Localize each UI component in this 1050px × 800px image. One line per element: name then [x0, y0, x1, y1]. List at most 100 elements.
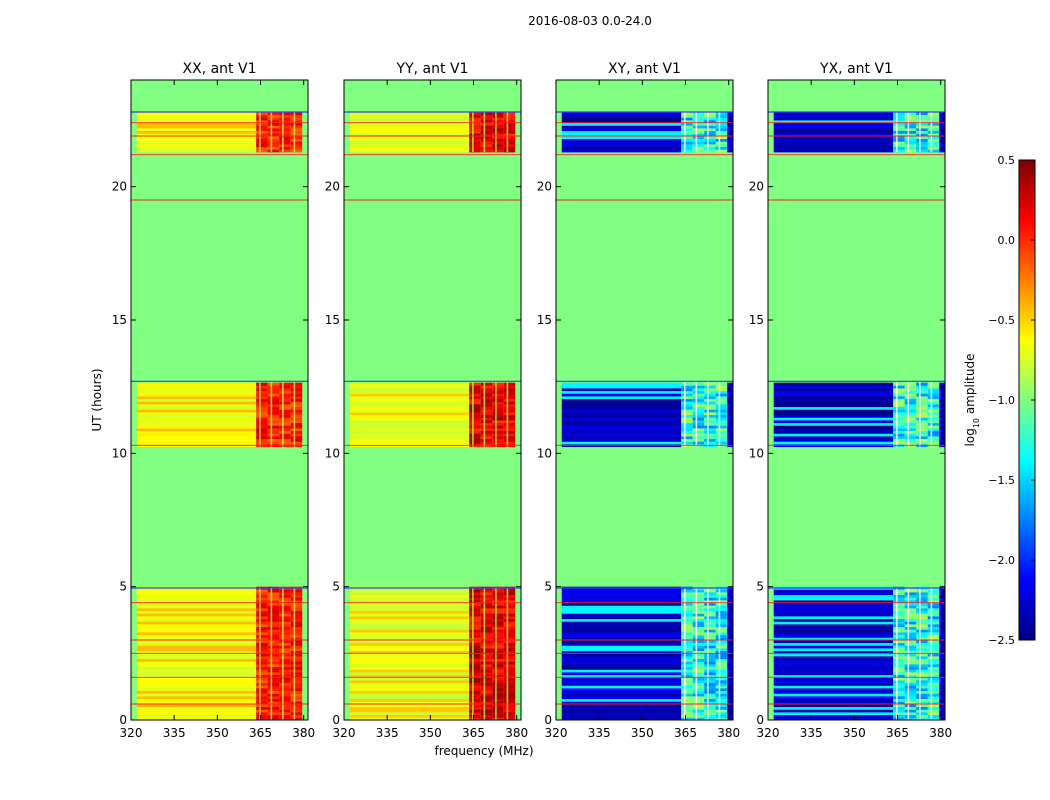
heatmap-cell: [349, 414, 470, 418]
heatmap-cell: [136, 396, 257, 400]
y-tick-label: 5: [544, 580, 552, 594]
x-tick-label: 335: [800, 726, 823, 740]
heatmap-cell: [256, 396, 268, 400]
heatmap-cell: [939, 661, 945, 665]
heatmap-cell: [349, 390, 470, 394]
heatmap-cell: [916, 112, 928, 116]
heatmap-cell: [136, 441, 257, 445]
heatmap-cell: [480, 438, 493, 442]
heatmap-cell: [480, 594, 493, 598]
heatmap-cell: [692, 441, 705, 445]
heatmap-cell: [349, 658, 470, 662]
heatmap-cell: [279, 714, 291, 718]
heatmap-cell: [773, 130, 894, 134]
flagged-channel-line: [259, 381, 261, 447]
heatmap-cell: [469, 682, 481, 686]
heatmap-cell: [349, 704, 470, 708]
heatmap-cell: [927, 624, 940, 628]
heatmap-cell: [503, 417, 516, 421]
colorbar-segment: [1019, 388, 1035, 393]
heatmap-cell: [704, 688, 716, 692]
heatmap-cell: [279, 149, 291, 153]
heatmap-cell: [561, 690, 682, 694]
heatmap-cell: [916, 685, 928, 689]
heatmap-cell: [256, 672, 268, 676]
heatmap-cell: [469, 632, 481, 636]
heatmap-cell: [256, 430, 268, 434]
heatmap-cell: [136, 634, 257, 638]
heatmap-cell: [927, 632, 940, 636]
heatmap-cell: [916, 648, 928, 652]
heatmap-cell: [727, 141, 733, 145]
heatmap-cell: [561, 125, 682, 129]
heatmap-cell: [939, 717, 945, 720]
heatmap-cell: [267, 704, 280, 708]
flagged-channel-line: [930, 381, 933, 447]
y-tick-label: 5: [756, 580, 764, 594]
colorbar-segment: [1019, 304, 1035, 309]
colorbar-segment: [1019, 500, 1035, 505]
heatmap-cell: [727, 602, 733, 606]
heatmap-cell: [681, 696, 693, 700]
heatmap-cell: [469, 433, 481, 437]
colorbar-tick-label: 0.5: [998, 154, 1016, 167]
heatmap-cell: [480, 420, 493, 424]
heatmap-cell: [681, 441, 693, 445]
heatmap-cell: [267, 428, 280, 432]
heatmap-cell: [492, 441, 504, 445]
heatmap-cell: [681, 133, 693, 137]
heatmap-cell: [349, 637, 470, 641]
heatmap-cell: [561, 133, 682, 137]
heatmap-cell: [927, 589, 940, 593]
heatmap-cell: [904, 441, 917, 445]
colorbar-segment: [1019, 216, 1035, 221]
colorbar-segment: [1019, 352, 1035, 357]
heatmap-cell: [704, 658, 716, 662]
heatmap-cell: [492, 117, 504, 121]
heatmap-cell: [349, 112, 470, 116]
heatmap-cell: [727, 666, 733, 670]
heatmap-cell: [469, 712, 481, 716]
heatmap-cell: [893, 656, 905, 660]
heatmap-cell: [279, 666, 291, 670]
heatmap-cell: [480, 653, 493, 657]
heatmap-cell: [727, 406, 733, 410]
heatmap-cell: [939, 417, 945, 421]
heatmap-cell: [480, 650, 493, 654]
heatmap-cell: [692, 650, 705, 654]
heatmap-cell: [681, 618, 693, 622]
heatmap-cell: [469, 704, 481, 708]
heatmap-cell: [267, 682, 280, 686]
colorbar-segment: [1019, 588, 1035, 593]
heatmap-cell: [492, 417, 504, 421]
heatmap-cell: [704, 632, 716, 636]
heatmap-cell: [503, 420, 516, 424]
colorbar-segment: [1019, 164, 1035, 169]
heatmap-cell: [916, 693, 928, 697]
heatmap-cell: [503, 645, 516, 649]
heatmap-cell: [904, 701, 917, 705]
heatmap-cell: [681, 594, 693, 598]
heatmap-cell: [492, 624, 504, 628]
heatmap-cell: [469, 650, 481, 654]
heatmap-cell: [469, 717, 481, 720]
heatmap-cell: [692, 682, 705, 686]
heatmap-cell: [279, 634, 291, 638]
heatmap-cell: [893, 122, 905, 126]
heatmap-cell: [503, 412, 516, 416]
heatmap-cell: [290, 382, 303, 386]
heatmap-cell: [773, 618, 894, 622]
heatmap-cell: [492, 704, 504, 708]
heatmap-cell: [290, 645, 303, 649]
heatmap-cell: [893, 130, 905, 134]
heatmap-cell: [290, 122, 303, 126]
heatmap-cell: [773, 648, 894, 652]
heatmap-cell: [349, 420, 470, 424]
heatmap-cell: [916, 117, 928, 121]
heatmap-cell: [256, 404, 268, 408]
heatmap-cell: [916, 624, 928, 628]
heatmap-cell: [349, 117, 470, 121]
heatmap-cell: [290, 648, 303, 652]
heatmap-cell: [469, 138, 481, 142]
heatmap-cell: [492, 120, 504, 124]
